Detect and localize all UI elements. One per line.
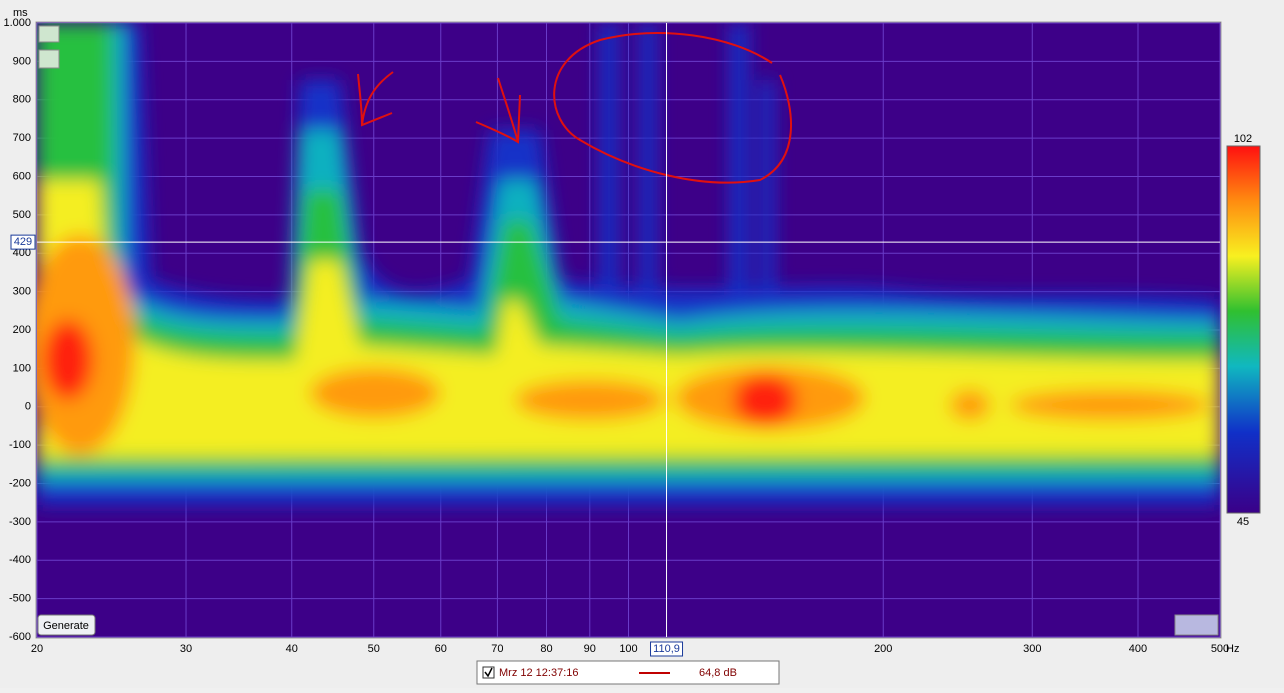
legend-value: 64,8 dB	[699, 667, 737, 679]
y-tick-label: 800	[13, 94, 31, 106]
y-tick-label: 600	[13, 170, 31, 182]
x-tick-label: 20	[31, 643, 43, 655]
y-unit: ms	[13, 7, 28, 19]
cursor-y-label: 429	[14, 236, 32, 248]
legend-checkbox[interactable]	[482, 666, 495, 679]
x-unit: Hz	[1226, 643, 1239, 655]
x-tick-label: 100	[619, 643, 637, 655]
y-tick-label: -300	[9, 516, 31, 528]
cursor-x-box	[650, 641, 684, 657]
colorbar-min: 45	[1237, 516, 1249, 528]
x-tick-label: 60	[435, 643, 447, 655]
x-tick-label: 50	[368, 643, 380, 655]
colorbar	[1226, 145, 1261, 514]
y-tick-label: -600	[9, 631, 31, 643]
annotation	[357, 32, 793, 184]
legend	[476, 660, 780, 685]
cursor-y-box	[10, 234, 36, 250]
zoom-x[interactable]	[1174, 614, 1219, 636]
legend-name: Mrz 12 12:37:16	[499, 667, 579, 679]
y-tick-label: 500	[13, 209, 31, 221]
x-tick-label: 90	[584, 643, 596, 655]
x-tick-label: 40	[286, 643, 298, 655]
x-tick-label: 400	[1129, 643, 1147, 655]
y-tick-label: -100	[9, 439, 31, 451]
x-tick-label: 500	[1211, 643, 1229, 655]
generate-label[interactable]: Generate	[43, 620, 89, 632]
zoom-in-y[interactable]	[38, 25, 60, 43]
y-tick-label: -500	[9, 593, 31, 605]
y-tick-label: 100	[13, 362, 31, 374]
y-tick-label: 200	[13, 324, 31, 336]
x-tick-label: 200	[874, 643, 892, 655]
y-tick-label: 900	[13, 55, 31, 67]
generate-button[interactable]	[37, 614, 96, 636]
zoom-out-y[interactable]	[38, 49, 60, 69]
y-tick-label: 400	[13, 247, 31, 259]
x-tick-label: 30	[180, 643, 192, 655]
colorbar-max: 102	[1234, 133, 1252, 145]
x-tick-label: 80	[540, 643, 552, 655]
heatmap	[37, 23, 1220, 505]
y-tick-label: 1.000	[3, 17, 31, 29]
y-tick-label: -400	[9, 554, 31, 566]
y-tick-label: -200	[9, 477, 31, 489]
checkmark	[484, 667, 493, 678]
x-tick-label: 300	[1023, 643, 1041, 655]
y-tick-label: 300	[13, 286, 31, 298]
y-tick-label: 700	[13, 132, 31, 144]
x-tick-label: 70	[491, 643, 503, 655]
y-tick-label: 0	[25, 401, 31, 413]
cursor-x-label: 110,9	[653, 643, 680, 655]
